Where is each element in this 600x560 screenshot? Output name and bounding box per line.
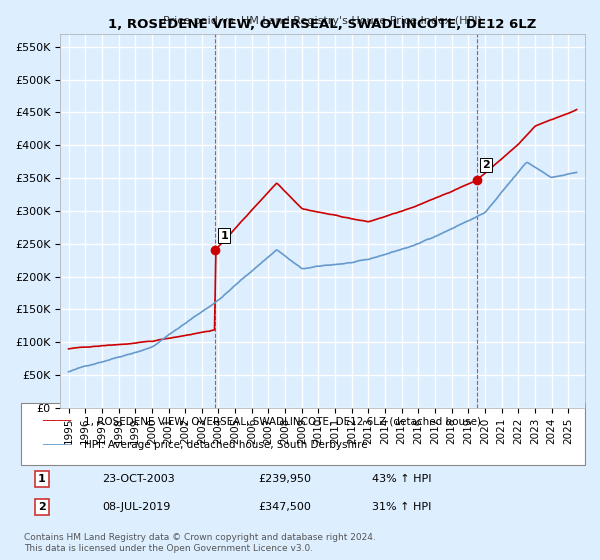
Text: 2: 2	[38, 502, 46, 512]
Text: £239,950: £239,950	[258, 474, 311, 484]
Text: 08-JUL-2019: 08-JUL-2019	[102, 502, 170, 512]
Text: £347,500: £347,500	[258, 502, 311, 512]
Text: 31% ↑ HPI: 31% ↑ HPI	[372, 502, 431, 512]
Text: 1: 1	[220, 231, 228, 241]
Text: HPI: Average price, detached house, South Derbyshire: HPI: Average price, detached house, Sout…	[84, 440, 368, 450]
Text: 1: 1	[38, 474, 46, 484]
Text: ─────: ─────	[42, 440, 71, 450]
Text: 23-OCT-2003: 23-OCT-2003	[102, 474, 175, 484]
Title: 1, ROSEDENE VIEW, OVERSEAL, SWADLINCOTE, DE12 6LZ: 1, ROSEDENE VIEW, OVERSEAL, SWADLINCOTE,…	[109, 18, 537, 31]
Text: 1, ROSEDENE VIEW, OVERSEAL, SWADLINCOTE, DE12 6LZ (detached house): 1, ROSEDENE VIEW, OVERSEAL, SWADLINCOTE,…	[84, 416, 481, 426]
Text: Price paid vs. HM Land Registry's House Price Index (HPI): Price paid vs. HM Land Registry's House …	[163, 16, 482, 26]
Text: Contains HM Land Registry data © Crown copyright and database right 2024.
This d: Contains HM Land Registry data © Crown c…	[24, 534, 376, 553]
Text: 2: 2	[482, 160, 490, 170]
Text: ─────: ─────	[42, 416, 71, 426]
Text: 43% ↑ HPI: 43% ↑ HPI	[372, 474, 431, 484]
